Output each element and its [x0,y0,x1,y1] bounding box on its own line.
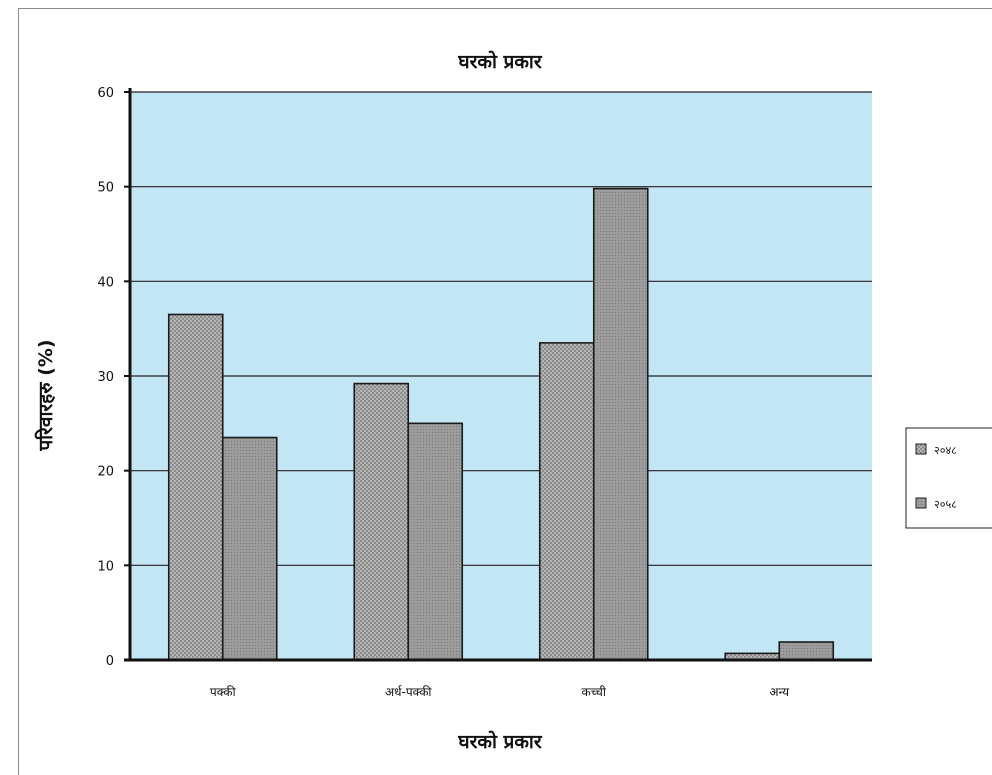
x-axis-label: घरको प्रकार [457,730,542,753]
y-tick-label: 30 [97,370,114,385]
y-tick-label: 50 [97,181,114,196]
legend-box [905,427,992,529]
x-tick-label: अन्य [769,685,790,699]
x-tick-label: कच्ची [582,685,607,699]
legend-label-2: २०५८ [934,498,957,511]
axes [124,88,872,662]
bar [353,382,410,661]
x-tick-label: पक्की [210,685,237,699]
y-tick-label: 60 [97,86,114,101]
chart-title: घरको प्रकार [457,50,542,73]
bar [167,313,224,661]
legend-swatch-1 [915,443,927,455]
y-tick-label: 0 [106,654,114,669]
x-tick-labels: पक्की अर्ध-पक्की कच्ची अन्य [210,685,790,699]
bar [778,641,835,661]
x-tick-label: अर्ध-पक्की [385,685,432,699]
y-tick-labels: 0 10 20 30 40 50 60 [97,86,114,669]
legend: २०४८ २०५८ [905,427,992,529]
y-tick-label: 40 [97,275,114,290]
bar [221,436,278,661]
y-tick-label: 20 [97,465,114,480]
bars [167,187,835,661]
y-tick-label: 10 [97,559,114,574]
bar [538,342,595,661]
legend-label-1: २०४८ [934,444,957,457]
bar [592,187,649,661]
y-axis-label: परिवारहरु (%) [34,339,57,451]
legend-swatch-2 [915,497,927,509]
bar [407,422,464,661]
